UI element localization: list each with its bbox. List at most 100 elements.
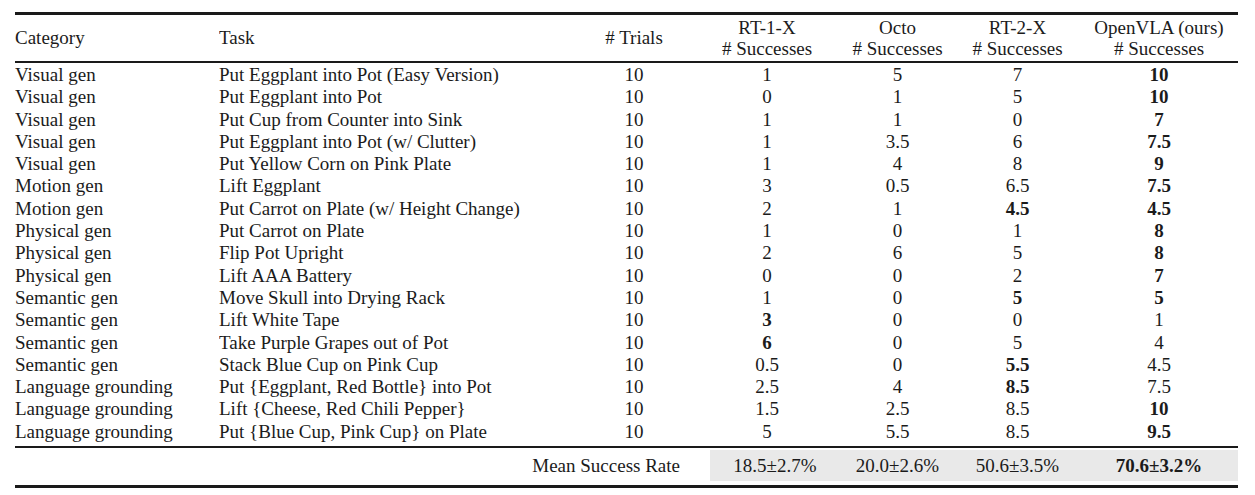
cell-rt2x: 4.5 (955, 198, 1080, 220)
cell-category: Visual gen (15, 61, 219, 86)
table-row: Visual genPut Cup from Counter into Sink… (15, 109, 1238, 131)
cell-task: Take Purple Grapes out of Pot (219, 332, 574, 354)
cell-rt1x: 5 (694, 421, 840, 443)
cell-trials: 10 (574, 287, 694, 309)
cell-openvla: 7.5 (1080, 376, 1238, 398)
cell-octo: 6 (840, 242, 955, 264)
table-row: Language groundingLift {Cheese, Red Chil… (15, 398, 1238, 420)
table-row: Visual genPut Yellow Corn on Pink Plate1… (15, 153, 1238, 175)
col-header-task-label: Task (219, 27, 255, 48)
cell-openvla: 4.5 (1080, 354, 1238, 376)
cell-rt1x: 1 (694, 109, 840, 131)
cell-rt1x: 1.5 (694, 398, 840, 420)
mean-value-octo: 20.0±2.6% (840, 450, 955, 481)
col-header-rt2x: RT-2-X # Successes (955, 15, 1080, 61)
cell-task: Lift White Tape (219, 309, 574, 331)
cell-octo: 2.5 (840, 398, 955, 420)
cell-trials: 10 (574, 131, 694, 153)
col-header-rt2x-label: RT-2-X (955, 17, 1080, 38)
cell-task: Lift Eggplant (219, 175, 574, 197)
cell-openvla: 4 (1080, 332, 1238, 354)
table-row: Physical genFlip Pot Upright102658 (15, 242, 1238, 264)
cell-rt2x: 8.5 (955, 421, 1080, 443)
col-header-trials: # Trials (574, 15, 694, 61)
col-header-octo-label: Octo (840, 17, 955, 38)
cell-octo: 1 (840, 109, 955, 131)
cell-openvla: 9 (1080, 153, 1238, 175)
cell-category: Visual gen (15, 86, 219, 108)
col-header-openvla-sublabel: # Successes (1080, 38, 1238, 59)
cell-rt2x: 0 (955, 309, 1080, 331)
cell-rt1x: 3 (694, 175, 840, 197)
cell-task: Lift {Cheese, Red Chili Pepper} (219, 398, 574, 420)
cell-rt2x: 5 (955, 332, 1080, 354)
cell-octo: 0 (840, 354, 955, 376)
cell-octo: 5 (840, 61, 955, 86)
cell-rt1x: 6 (694, 332, 840, 354)
cell-rt1x: 1 (694, 153, 840, 175)
cell-task: Flip Pot Upright (219, 242, 574, 264)
cell-rt2x: 5.5 (955, 354, 1080, 376)
cell-trials: 10 (574, 309, 694, 331)
cell-category: Visual gen (15, 109, 219, 131)
cell-octo: 4 (840, 376, 955, 398)
cell-category: Motion gen (15, 175, 219, 197)
table-row: Visual genPut Eggplant into Pot1001510 (15, 86, 1238, 108)
cell-category: Semantic gen (15, 309, 219, 331)
cell-category: Semantic gen (15, 287, 219, 309)
mean-success-rate-label: Mean Success Rate (15, 443, 694, 481)
cell-trials: 10 (574, 61, 694, 86)
cell-category: Physical gen (15, 265, 219, 287)
cell-openvla: 1 (1080, 309, 1238, 331)
col-header-openvla: OpenVLA (ours) # Successes (1080, 15, 1238, 61)
cell-rt1x: 0.5 (694, 354, 840, 376)
table-row: Physical genPut Carrot on Plate101018 (15, 220, 1238, 242)
table-row: Language groundingPut {Eggplant, Red Bot… (15, 376, 1238, 398)
cell-openvla: 10 (1080, 398, 1238, 420)
cell-openvla: 7 (1080, 265, 1238, 287)
cell-category: Physical gen (15, 242, 219, 264)
cell-rt1x: 0 (694, 265, 840, 287)
col-header-rt1x-sublabel: # Successes (694, 38, 840, 59)
table-row: Motion genLift Eggplant1030.56.57.5 (15, 175, 1238, 197)
cell-openvla: 10 (1080, 61, 1238, 86)
cell-task: Put Eggplant into Pot (w/ Clutter) (219, 131, 574, 153)
footer-cell-openvla: 70.6±3.2% (1080, 443, 1238, 481)
cell-category: Language grounding (15, 421, 219, 443)
cell-rt2x: 8.5 (955, 376, 1080, 398)
cell-octo: 3.5 (840, 131, 955, 153)
col-header-category-label: Category (15, 27, 85, 48)
cell-trials: 10 (574, 153, 694, 175)
col-header-task: Task (219, 15, 574, 61)
cell-rt1x: 2.5 (694, 376, 840, 398)
cell-rt1x: 1 (694, 287, 840, 309)
cell-openvla: 5 (1080, 287, 1238, 309)
table-row: Motion genPut Carrot on Plate (w/ Height… (15, 198, 1238, 220)
footer-cell-rt2x: 50.6±3.5% (955, 443, 1080, 481)
cell-task: Put Carrot on Plate (219, 220, 574, 242)
table-bottom-rule (15, 485, 1238, 488)
col-header-openvla-label: OpenVLA (ours) (1080, 17, 1238, 38)
table-row: Semantic genMove Skull into Drying Rack1… (15, 287, 1238, 309)
col-header-rt1x: RT-1-X # Successes (694, 15, 840, 61)
mean-value-rt2x: 50.6±3.5% (955, 450, 1080, 481)
cell-trials: 10 (574, 109, 694, 131)
footer-row: Mean Success Rate 18.5±2.7% 20.0±2.6% 50… (15, 443, 1238, 481)
cell-category: Motion gen (15, 198, 219, 220)
cell-task: Put {Blue Cup, Pink Cup} on Plate (219, 421, 574, 443)
cell-rt1x: 1 (694, 220, 840, 242)
cell-octo: 0 (840, 287, 955, 309)
footer-cell-rt1x: 18.5±2.7% (694, 443, 840, 481)
cell-trials: 10 (574, 332, 694, 354)
cell-octo: 1 (840, 86, 955, 108)
cell-trials: 10 (574, 198, 694, 220)
cell-openvla: 9.5 (1080, 421, 1238, 443)
cell-octo: 1 (840, 198, 955, 220)
cell-rt2x: 2 (955, 265, 1080, 287)
table-row: Visual genPut Eggplant into Pot (Easy Ve… (15, 61, 1238, 86)
cell-task: Lift AAA Battery (219, 265, 574, 287)
table-footer: Mean Success Rate 18.5±2.7% 20.0±2.6% 50… (15, 443, 1238, 481)
cell-category: Language grounding (15, 376, 219, 398)
cell-rt1x: 2 (694, 198, 840, 220)
col-header-category: Category (15, 15, 219, 61)
